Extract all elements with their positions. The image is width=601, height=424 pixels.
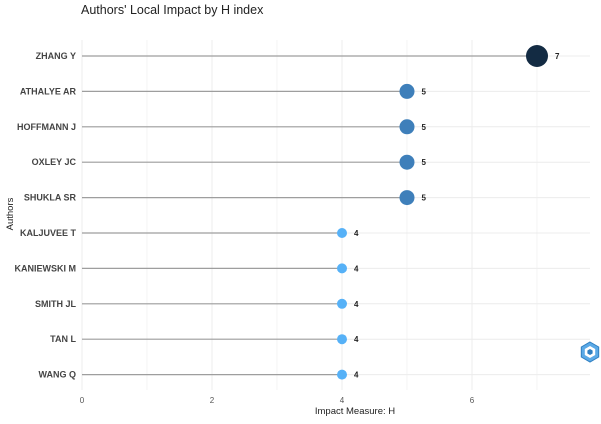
x-tick-label: 0 [80,396,85,405]
point-kaniewski-m [337,263,347,274]
x-tick-label: 6 [470,396,475,405]
y-axis-title: Authors [5,197,16,230]
value-label: 5 [422,87,427,96]
point-smith-jl [337,298,347,309]
point-wang-q [337,369,347,380]
x-tick-label: 2 [210,396,215,405]
y-tick-label: WANG Q [39,370,77,380]
value-label: 7 [555,52,560,61]
value-label: 4 [354,300,359,309]
value-label: 5 [422,123,427,132]
point-tan-l [337,334,347,345]
y-tick-labels: ZHANG Y ATHALYE AR HOFFMANN J OXLEY JC SHUKL… [15,51,77,380]
value-label: 5 [422,194,427,203]
point-shukla-sr [399,190,415,206]
point-zhang-y [526,45,548,67]
y-tick-label: SHUKLA SR [24,193,77,203]
y-tick-label: TAN L [50,334,76,344]
point-oxley-jc [399,154,415,170]
y-tick-label: HOFFMANN J [17,122,76,132]
point-hoffmann-j [399,119,415,135]
y-tick-label: ZHANG Y [36,51,76,61]
value-label: 4 [354,229,359,238]
value-label: 5 [422,158,427,167]
value-label: 4 [354,264,359,273]
points [337,45,548,380]
x-tick-label: 4 [340,396,345,405]
grid-lines [81,40,590,390]
point-kaljuvee-t [337,228,347,238]
y-tick-label: KALJUVEE T [20,228,77,238]
y-tick-label: ATHALYE AR [20,86,77,96]
y-tick-label: SMITH JL [35,299,77,309]
y-tick-label: OXLEY JC [32,157,77,167]
point-athalye-ar [399,83,415,99]
chart-title: Authors' Local Impact by H index [81,3,264,17]
bibliometrix-logo-icon [580,341,600,363]
y-tick-label: KANIEWSKI M [15,263,77,273]
value-label: 4 [354,335,359,344]
stems [82,55,537,376]
value-labels: 7 5 5 5 5 4 4 4 4 4 [354,52,560,380]
x-axis-title: Impact Measure: H [315,406,395,417]
x-tick-labels: 0 2 4 6 [80,396,475,405]
value-label: 4 [354,371,359,380]
